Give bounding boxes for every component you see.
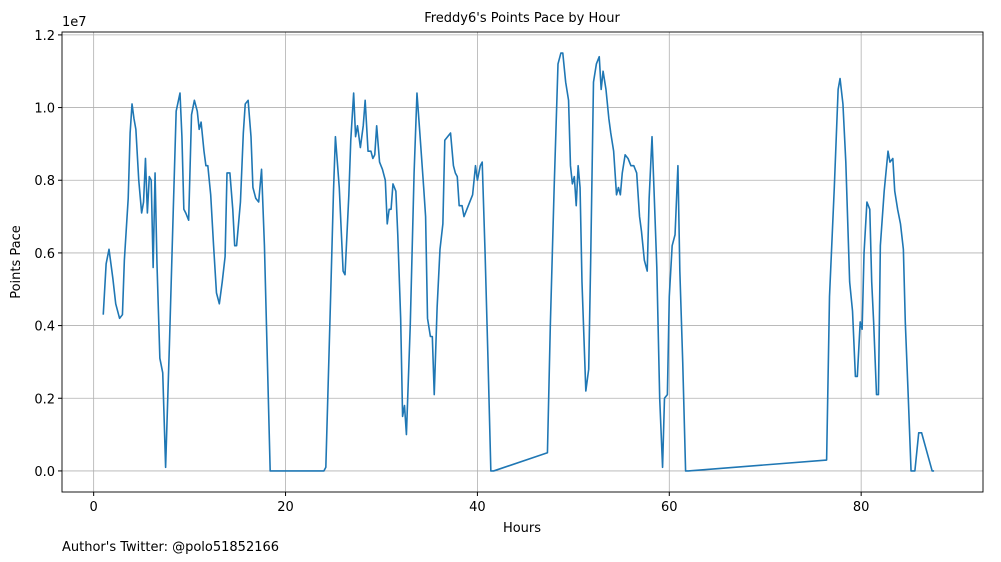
y-axis-label: Points Pace [9, 225, 24, 299]
x-tick-label: 40 [469, 500, 486, 515]
x-tick-label: 20 [277, 500, 294, 515]
x-axis-label: Hours [503, 521, 541, 536]
axes-frame [61, 31, 984, 493]
y-tick-label: 0.6 [34, 247, 55, 262]
y-tick-label: 0.4 [34, 320, 55, 335]
y-tick-label: 1.0 [34, 102, 55, 117]
chart-title: Freddy6's Points Pace by Hour [424, 11, 620, 26]
x-tick-label: 80 [853, 500, 870, 515]
footnote: Author's Twitter: @polo51852166 [62, 540, 279, 555]
y-tick-label: 0.8 [34, 174, 55, 189]
x-tick-label: 60 [661, 500, 678, 515]
x-tick-label: 0 [90, 500, 98, 515]
y-tick-label: 0.2 [34, 392, 55, 407]
line [102, 52, 935, 472]
y-tick-label: 0.0 [34, 465, 55, 480]
offset-label: 1e7 [62, 15, 87, 30]
y-tick-label: 1.2 [34, 29, 55, 44]
